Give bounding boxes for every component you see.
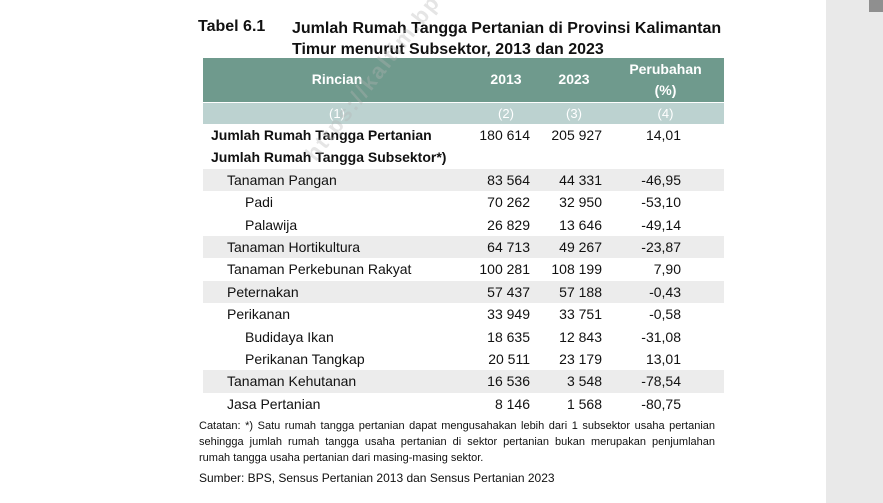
value-2013: 57 437: [487, 283, 530, 300]
document-page: Tabel 6.1 Jumlah Rumah Tangga Pertanian …: [0, 0, 826, 503]
value-2023: 3 548: [566, 373, 602, 390]
table-body: Jumlah Rumah Tangga Pertanian 180 614 205 …: [203, 124, 724, 415]
row-label: Jasa Pertanian: [227, 395, 321, 412]
col-num-3: (3): [566, 106, 582, 121]
value-change: 7,90: [653, 261, 681, 278]
value-2023: 33 751: [559, 306, 602, 323]
value-2023: 32 950: [559, 194, 602, 211]
value-change: -0,58: [649, 306, 681, 323]
value-2013: 18 635: [487, 328, 530, 345]
row-label: Tanaman Kehutanan: [227, 373, 357, 390]
value-change: -80,75: [641, 395, 681, 412]
table-row: Palawija 26 829 13 646 -49,14: [203, 214, 724, 236]
table-row: Padi 70 262 32 950 -53,10: [203, 191, 724, 213]
table-row: Tanaman Pangan 83 564 44 331 -46,95: [203, 168, 724, 192]
value-2013: 64 713: [487, 238, 530, 255]
value-2013: 16 536: [487, 373, 530, 390]
value-2023: 1 568: [566, 395, 602, 412]
value-change: -23,87: [641, 238, 681, 255]
scrollbar-thumb[interactable]: [869, 0, 883, 12]
column-number-row: (1) (2) (3) (4): [203, 103, 724, 124]
table-title: Jumlah Rumah Tangga Pertanian di Provins…: [292, 20, 722, 58]
value-2023: 205 927: [551, 127, 602, 143]
value-change: -0,43: [649, 283, 681, 300]
row-label: Jumlah Rumah Tangga Pertanian: [211, 127, 432, 143]
row-label: Palawija: [245, 216, 298, 233]
table-row: Budidaya Ikan 18 635 12 843 -31,08: [203, 326, 724, 348]
header-rincian: Rincian: [311, 71, 363, 87]
value-2023: 44 331: [559, 171, 602, 188]
table-header: Rincian 2013 2023 Perubahan (%): [203, 58, 724, 102]
table-row: Jasa Pertanian 8 146 1 568 -80,75: [203, 393, 724, 415]
table-source: Sumber: BPS, Sensus Pertanian 2013 dan S…: [199, 471, 555, 485]
value-change: -46,95: [641, 171, 681, 188]
row-label: Peternakan: [227, 283, 299, 300]
row-label: Jumlah Rumah Tangga Subsektor*): [211, 149, 447, 166]
row-label: Padi: [245, 194, 274, 211]
value-2013: 180 614: [479, 127, 530, 143]
value-2013: 8 146: [494, 395, 530, 412]
value-2013: 70 262: [487, 194, 530, 211]
value-2023: 13 646: [559, 216, 602, 233]
value-2023: 57 188: [559, 283, 602, 300]
value-change: 13,01: [645, 350, 681, 367]
table-number: Tabel 6.1: [198, 18, 266, 35]
value-2013: 20 511: [488, 350, 530, 367]
value-2023: 23 179: [559, 350, 602, 367]
col-num-4: (4): [657, 106, 674, 121]
header-percent: (%): [654, 82, 677, 98]
table-row: Perikanan Tangkap 20 511 23 179 13,01: [203, 348, 724, 370]
value-2013: 83 564: [487, 171, 530, 188]
value-change: -49,14: [641, 216, 681, 233]
value-change: -78,54: [641, 373, 681, 390]
header-perubahan: Perubahan: [629, 61, 702, 77]
row-label: Tanaman Hortikultura: [227, 238, 361, 255]
col-num-1: (1): [329, 106, 345, 121]
row-label: Budidaya Ikan: [245, 328, 334, 345]
table-row: Perikanan 33 949 33 751 -0,58: [203, 303, 724, 325]
header-2023: 2023: [558, 71, 590, 87]
value-2013: 33 949: [487, 306, 530, 323]
row-label: Perikanan: [227, 306, 291, 323]
col-num-2: (2): [498, 106, 514, 121]
scrollbar-track[interactable]: [826, 0, 883, 503]
value-change: -31,08: [641, 328, 681, 345]
table-row: Jumlah Rumah Tangga Subsektor*): [203, 146, 724, 168]
header-2013: 2013: [490, 71, 522, 87]
table-row: Tanaman Hortikultura 64 713 49 267 -23,87: [203, 235, 724, 259]
value-2023: 12 843: [559, 328, 602, 345]
table-row: Peternakan 57 437 57 188 -0,43: [203, 280, 724, 304]
table-row: Tanaman Perkebunan Rakyat 100 281 108 199 7…: [203, 258, 724, 280]
value-2023: 49 267: [559, 238, 602, 255]
table-row: Tanaman Kehutanan 16 536 3 548 -78,54: [203, 370, 724, 393]
value-change: -53,10: [641, 194, 681, 211]
row-label: Perikanan Tangkap: [245, 350, 365, 367]
row-label: Tanaman Pangan: [227, 171, 337, 188]
value-2013: 100 281: [479, 261, 530, 278]
value-2013: 26 829: [487, 216, 530, 233]
value-change: 14,01: [645, 127, 681, 143]
value-2023: 108 199: [551, 261, 602, 278]
row-label: Tanaman Perkebunan Rakyat: [227, 261, 412, 278]
table-row: Jumlah Rumah Tangga Pertanian 180 614 205 …: [203, 124, 724, 146]
table-notes: Catatan: *) Satu rumah tangga pertanian …: [199, 420, 715, 464]
